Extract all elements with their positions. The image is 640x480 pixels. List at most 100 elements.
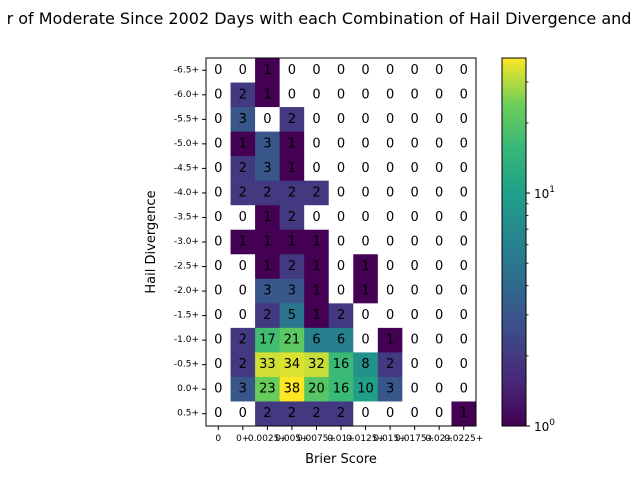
x-tick-label: 0.0225+ <box>444 434 483 444</box>
colorbar <box>501 57 527 427</box>
y-tick-label: -5.5+ <box>174 114 199 124</box>
heatmap-cell <box>206 254 231 280</box>
cell-value-label: 0 <box>239 63 247 78</box>
cell-value-label: 0 <box>435 161 443 176</box>
cell-value-label: 0 <box>239 308 247 323</box>
heatmap-cell <box>304 401 330 427</box>
y-tick-label: -3.5+ <box>174 212 199 222</box>
cell-value-label: 2 <box>288 406 296 421</box>
heatmap-cell <box>426 107 452 132</box>
cell-value-label: 0 <box>214 235 222 250</box>
heatmap-cell <box>328 131 354 157</box>
heatmap-cell <box>304 327 330 353</box>
heatmap-cell <box>304 278 330 304</box>
cell-value-label: 0 <box>214 136 222 151</box>
cell-value-label: 1 <box>361 259 369 274</box>
heatmap-cell <box>304 352 330 378</box>
cell-value-label: 0 <box>460 136 468 151</box>
cell-value-label: 1 <box>288 136 296 151</box>
heatmap-cell <box>279 303 305 329</box>
cell-value-label: 2 <box>312 185 320 200</box>
colorbar-tick-label: 100 <box>534 418 555 434</box>
heatmap-cell <box>230 156 256 182</box>
cell-value-label: 0 <box>435 63 443 78</box>
heatmap-cell <box>279 401 305 427</box>
heatmap-cell <box>279 82 305 108</box>
cell-value-label: 0 <box>214 406 222 421</box>
heatmap-cell <box>402 82 428 108</box>
heatmap-cell <box>255 107 281 132</box>
colorbar-tick-exponent: 1 <box>549 185 555 195</box>
cell-value-label: 0 <box>386 63 394 78</box>
cell-value-label: 0 <box>361 161 369 176</box>
heatmap-cell <box>328 58 354 83</box>
heatmap-cell <box>451 352 477 378</box>
heatmap-cell <box>255 376 281 402</box>
cell-value-label: 0 <box>460 185 468 200</box>
y-tick-label: -4.5+ <box>174 163 199 173</box>
heatmap-cell <box>304 254 330 280</box>
heatmap-cell <box>255 401 281 427</box>
cell-value-label: 0 <box>361 406 369 421</box>
heatmap-cell <box>206 278 231 304</box>
cell-value-label: 0 <box>386 284 394 299</box>
heatmap-cell <box>206 131 231 157</box>
cell-value-label: 0 <box>312 210 320 225</box>
cell-value-label: 0 <box>312 87 320 102</box>
cell-value-label: 0 <box>460 357 468 372</box>
cell-value-label: 0 <box>214 63 222 78</box>
heatmap-cell <box>206 82 231 108</box>
y-axis-label: Hail Divergence <box>144 190 159 293</box>
heatmap-cell <box>451 278 477 304</box>
heatmap-cell <box>230 180 256 206</box>
heatmap-cell <box>426 156 452 182</box>
cell-value-label: 32 <box>308 357 325 372</box>
heatmap-cell <box>255 205 281 231</box>
cell-value-label: 0 <box>386 185 394 200</box>
y-tick-label: -5.0+ <box>174 139 199 149</box>
heatmap-cell <box>402 107 428 132</box>
cell-value-label: 0 <box>386 136 394 151</box>
cell-value-label: 1 <box>361 284 369 299</box>
heatmap-cell <box>206 229 231 255</box>
heatmap-cell <box>230 131 256 157</box>
cell-value-label: 1 <box>239 136 247 151</box>
cell-value-label: 2 <box>239 161 247 176</box>
cell-value-label: 0 <box>288 63 296 78</box>
heatmap-cell <box>402 303 428 329</box>
cell-value-label: 2 <box>263 185 271 200</box>
cell-value-label: 0 <box>435 308 443 323</box>
cell-value-label: 1 <box>312 284 320 299</box>
cell-value-label: 0 <box>435 112 443 127</box>
y-tick-label: -2.5+ <box>174 262 199 272</box>
cell-value-label: 1 <box>288 235 296 250</box>
cell-value-label: 0 <box>361 185 369 200</box>
cell-value-label: 2 <box>288 259 296 274</box>
heatmap-cell <box>426 401 452 427</box>
x-tick-label: 0.0175+ <box>395 434 434 444</box>
cell-value-label: 2 <box>239 333 247 348</box>
x-axis-ticks: 0 0+0.0025+0.005+0.0075+0.01+0.0125+0.015… <box>215 426 483 444</box>
cell-value-label: 1 <box>288 161 296 176</box>
cell-value-label: 0 <box>361 333 369 348</box>
cell-value-label: 23 <box>259 382 276 397</box>
y-tick-label: -4.0+ <box>174 188 199 198</box>
cell-value-label: 0 <box>337 185 345 200</box>
heatmap-cell <box>304 205 330 231</box>
heatmap-cell <box>353 327 379 353</box>
y-tick-label: -3.0+ <box>174 237 199 247</box>
heatmap-cell <box>304 180 330 206</box>
x-tick-label: 0.005+ <box>275 434 308 444</box>
heatmap-cell <box>328 303 354 329</box>
heatmap-cell <box>426 131 452 157</box>
heatmap-cell <box>426 327 452 353</box>
heatmap-cell <box>353 352 379 378</box>
cell-value-label: 0 <box>435 259 443 274</box>
heatmap-cell <box>328 156 354 182</box>
y-tick-label: -6.5+ <box>174 65 199 75</box>
heatmap-cell <box>206 107 231 132</box>
heatmap-cell <box>377 205 403 231</box>
heatmap-cell <box>353 303 379 329</box>
heatmap-cell <box>279 229 305 255</box>
